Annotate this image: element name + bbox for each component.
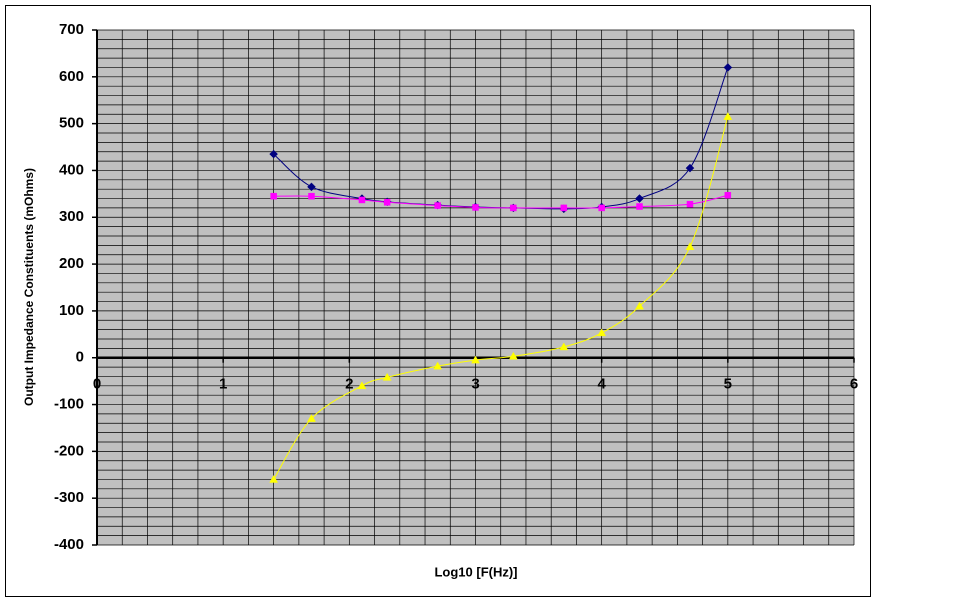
- marker: [635, 301, 644, 310]
- marker: [308, 192, 315, 200]
- x-tick-label: 4: [597, 376, 606, 393]
- y-tick-label: 700: [59, 21, 84, 38]
- marker: [723, 112, 733, 120]
- marker: [559, 342, 569, 351]
- marker: [685, 242, 695, 251]
- marker: [724, 192, 732, 199]
- marker: [686, 200, 694, 208]
- y-tick-label: -200: [54, 442, 84, 459]
- marker: [433, 361, 443, 370]
- marker: [383, 199, 391, 206]
- x-tick-label: 0: [93, 376, 101, 393]
- marker: [269, 474, 279, 483]
- y-tick-label: 400: [59, 161, 84, 178]
- marker: [270, 192, 277, 200]
- y-tick-label: 300: [59, 208, 84, 225]
- marker: [508, 351, 518, 360]
- y-tick-label: 100: [59, 302, 84, 319]
- y-axis-label: Output Impedance Constituents (mOhms): [22, 168, 36, 406]
- marker: [510, 204, 517, 212]
- marker: [382, 372, 392, 381]
- marker: [307, 414, 316, 422]
- x-axis-label: Log10 [F(Hz)]: [434, 564, 517, 579]
- marker: [358, 196, 366, 204]
- marker: [723, 63, 733, 72]
- marker: [685, 163, 695, 173]
- marker: [434, 202, 441, 209]
- y-tick-label: -400: [54, 536, 84, 553]
- x-tick-label: 3: [471, 376, 479, 393]
- marker: [357, 381, 367, 390]
- x-tick-label: 1: [219, 376, 227, 393]
- x-tick-label: 6: [850, 376, 858, 393]
- marker: [472, 204, 479, 211]
- y-tick-label: 0: [76, 349, 84, 366]
- y-tick-label: -100: [54, 396, 84, 413]
- marker: [635, 194, 644, 203]
- marker: [269, 149, 278, 159]
- marker: [597, 328, 607, 337]
- x-tick-label: 2: [345, 376, 353, 393]
- y-tick-label: 200: [59, 255, 84, 272]
- x-tick-label: 5: [724, 376, 732, 393]
- series-line: [273, 194, 728, 209]
- marker: [471, 355, 480, 364]
- y-tick-label: 500: [59, 115, 84, 132]
- marker: [560, 204, 568, 212]
- marker: [598, 204, 605, 212]
- marker: [636, 203, 643, 210]
- y-tick-label: -300: [54, 489, 84, 506]
- y-tick-label: 600: [59, 68, 84, 85]
- marker: [307, 182, 316, 192]
